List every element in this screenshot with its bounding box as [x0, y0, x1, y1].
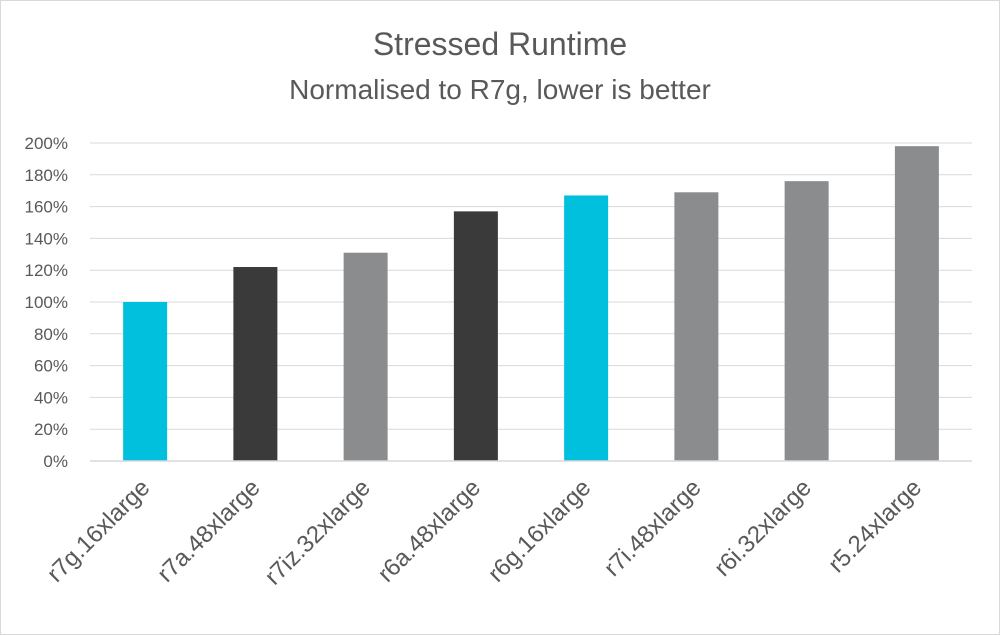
x-tick-label: r7g.16xlarge: [42, 474, 155, 587]
x-tick-label: r7iz.32xlarge: [260, 474, 376, 590]
bar-r6g.16xlarge: [564, 195, 609, 461]
y-tick-label: 60%: [34, 357, 68, 376]
x-tick-label: r7i.48xlarge: [599, 474, 707, 582]
x-tick-label: r6i.32xlarge: [709, 474, 817, 582]
y-tick-label: 160%: [25, 198, 68, 217]
bar-r6a.48xlarge: [453, 211, 498, 461]
y-tick-label: 20%: [34, 420, 68, 439]
y-tick-label: 140%: [25, 229, 68, 248]
y-tick-label: 40%: [34, 388, 68, 407]
bars: [123, 146, 939, 462]
y-tick-label: 200%: [25, 134, 68, 153]
y-axis-ticks: 0% 20% 40% 60% 80% 100% 120% 140% 160% 180% 200%: [25, 134, 68, 471]
x-tick-label: r6a.48xlarge: [373, 474, 486, 587]
y-tick-label: 100%: [25, 293, 68, 312]
bar-r6i.32xlarge: [784, 181, 829, 461]
bar-r7i.48xlarge: [674, 192, 719, 462]
chart-subtitle: Normalised to R7g, lower is better: [289, 74, 711, 105]
y-tick-label: 120%: [25, 261, 68, 280]
chart-title: Stressed Runtime: [372, 26, 628, 62]
bar-r7g.16xlarge: [123, 302, 168, 461]
y-tick-label: 180%: [25, 166, 68, 185]
y-tick-label: 0%: [43, 452, 68, 471]
gridlines: [90, 142, 972, 430]
x-tick-label: r6g.16xlarge: [483, 474, 596, 587]
x-axis-ticks: r7g.16xlarger7a.48xlarger7iz.32xlarger6a…: [42, 474, 927, 590]
bar-r7iz.32xlarge: [343, 252, 388, 461]
x-tick-label: r7a.48xlarge: [152, 474, 265, 587]
bar-r5.24xlarge: [894, 146, 939, 461]
y-tick-label: 80%: [34, 325, 68, 344]
x-tick-label: r5.24xlarge: [823, 474, 927, 578]
bar-r7a.48xlarge: [233, 267, 278, 461]
